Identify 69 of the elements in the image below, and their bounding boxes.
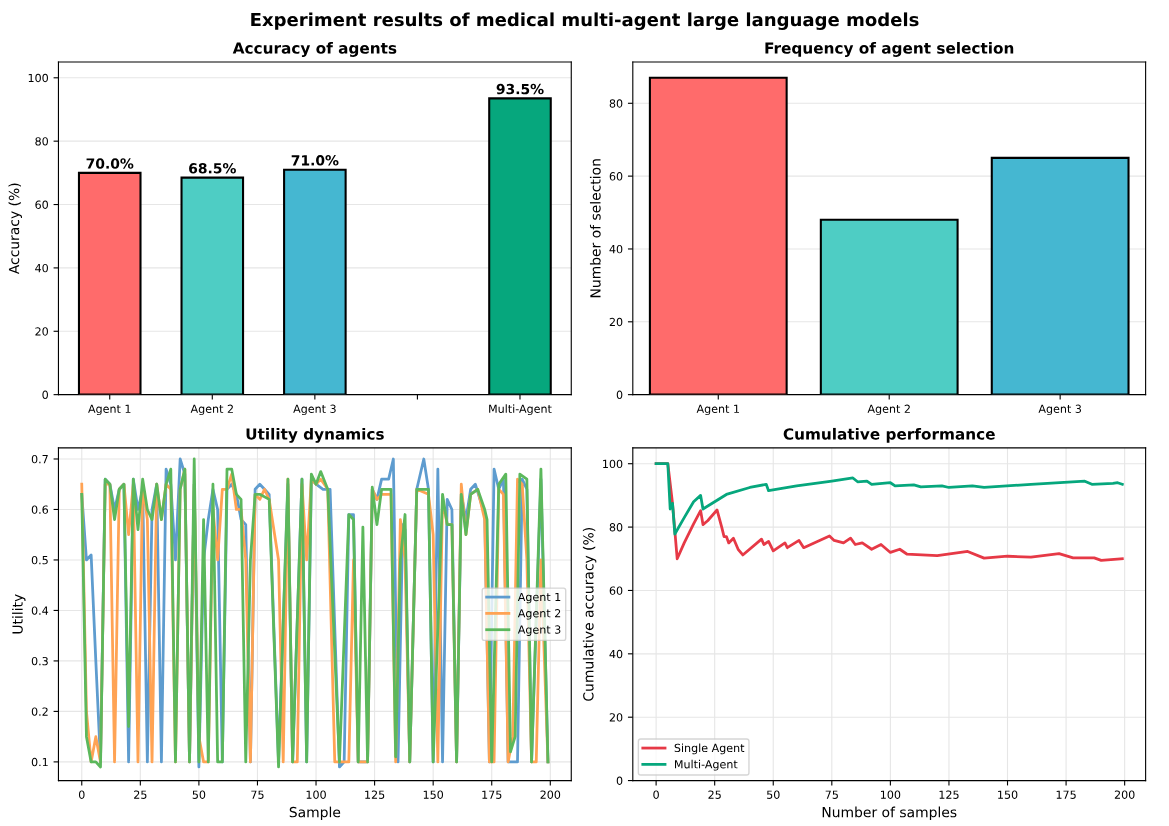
y-tick-label: 20 [35, 327, 48, 336]
x-tick-label: 0 [78, 790, 85, 799]
y-tick-label: 80 [609, 99, 623, 108]
legend-label: Agent 1 [517, 592, 561, 604]
chart-title: Cumulative performance [783, 427, 995, 443]
x-tick-label: 100 [306, 790, 326, 799]
x-tick-label: 50 [767, 790, 780, 799]
y-tick-label: 0.1 [31, 757, 48, 767]
chart-title: Frequency of agent selection [765, 42, 1014, 57]
data-label: 68.5% [189, 163, 236, 174]
y-tick-label: 100 [603, 459, 623, 469]
y-axis-title: Utility [12, 594, 26, 634]
x-tick-label: Agent 2 [867, 404, 910, 416]
x-tick-label: 200 [540, 790, 561, 799]
y-tick-label: 0 [42, 390, 48, 400]
x-tick-label: 50 [192, 790, 206, 799]
y-tick-label: 40 [609, 649, 623, 659]
y-axis-title: Cumulative accuracy (%) [582, 528, 597, 701]
x-tick-label: 150 [998, 790, 1018, 799]
y-tick-label: 20 [609, 713, 623, 722]
y-tick-label: 0.4 [31, 606, 49, 615]
x-tick-label: Agent 3 [1038, 404, 1082, 416]
legend-label: Multi-Agent [675, 759, 738, 771]
legend-label: Agent 3 [517, 625, 561, 636]
y-tick-label: 100 [28, 73, 48, 83]
y-axis-title: Accuracy (%) [8, 183, 22, 275]
y-tick-label: 80 [35, 137, 48, 146]
y-tick-label: 40 [35, 263, 48, 273]
x-tick-label: 150 [423, 790, 444, 799]
x-tick-label: Agent 1 [88, 404, 131, 416]
x-tick-label: Agent 2 [190, 404, 233, 416]
y-tick-label: 20 [609, 317, 623, 327]
x-tick-label: 0 [653, 790, 659, 799]
x-tick-label: 200 [1114, 790, 1135, 799]
data-label: 70.0% [86, 158, 134, 169]
text: Experiment results of medical multi-agent large language models [251, 12, 919, 31]
x-tick-label: 25 [134, 790, 147, 799]
y-tick-label: 40 [609, 244, 623, 254]
y-tick-label: 0.3 [31, 656, 48, 666]
x-tick-label: Multi-Agent [489, 404, 552, 416]
chart-title: Utility dynamics [246, 427, 384, 443]
data-label: 71.0% [291, 155, 339, 166]
legend-label: Single Agent [674, 743, 745, 755]
y-tick-label: 0.7 [31, 454, 48, 464]
y-tick-label: 0.2 [31, 707, 48, 716]
y-tick-label: 0 [616, 776, 623, 785]
x-tick-label: 175 [1056, 790, 1076, 799]
x-tick-label: Agent 1 [696, 404, 739, 416]
chart-title: Accuracy of agents [232, 42, 397, 57]
y-tick-label: 60 [609, 172, 623, 181]
data-label: 93.5% [496, 83, 544, 95]
x-tick-label: 100 [881, 790, 901, 799]
y-tick-label: 0 [616, 390, 623, 400]
x-tick-label: Agent 3 [293, 404, 336, 416]
y-tick-label: 0.6 [31, 505, 49, 514]
x-tick-label: 25 [708, 790, 721, 799]
y-tick-label: 60 [609, 586, 623, 595]
y-tick-label: 0.5 [31, 555, 48, 565]
y-tick-label: 80 [609, 523, 623, 532]
x-tick-label: 175 [482, 790, 502, 799]
y-tick-label: 60 [35, 200, 48, 209]
legend-label: Agent 2 [517, 609, 561, 620]
x-tick-label: 125 [939, 790, 959, 799]
y-axis-title: Number of selection [589, 159, 601, 298]
x-axis-title: Sample [289, 806, 341, 821]
x-tick-label: 75 [825, 790, 838, 799]
x-tick-label: 75 [251, 790, 264, 799]
x-tick-label: 125 [365, 790, 385, 799]
x-axis-title: Number of samples [822, 806, 957, 821]
